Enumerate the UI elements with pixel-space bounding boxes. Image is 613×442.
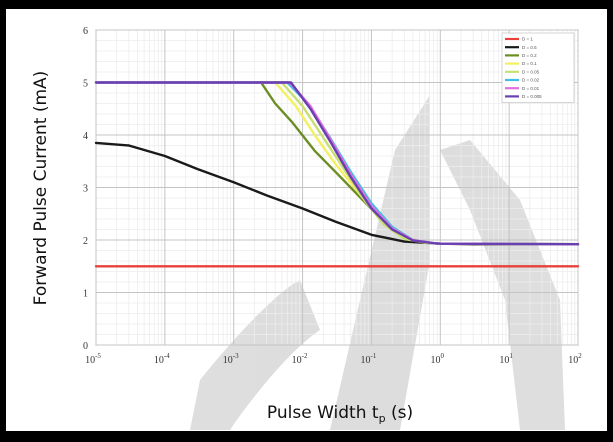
x-tick-label: 10-4: [154, 352, 170, 366]
legend-label: D = 0.02: [522, 78, 540, 83]
y-tick-label: 4: [83, 131, 88, 142]
y-tick-label: 2: [83, 236, 88, 247]
x-tick-label: 101: [499, 352, 513, 366]
series-line-8: [94, 81, 580, 246]
y-tick-label: 1: [83, 289, 88, 300]
x-tick-label: 10-2: [292, 352, 308, 366]
y-tick-label: 5: [83, 79, 88, 90]
legend-label: D = 0.1: [522, 61, 537, 66]
y-tick-label: 6: [83, 26, 88, 37]
legend-label: D = 0.5: [522, 45, 537, 50]
x-axis-title-sub: p: [379, 412, 386, 425]
series-layer: [94, 81, 580, 268]
legend-label: D = 0.005: [522, 94, 542, 99]
x-axis-title: Pulse Width tp (s): [267, 403, 413, 425]
axes: 10-5 10-4 10-3 10-2 10-1 100 101 102 0 1 2 3 4 5 6: [83, 26, 582, 366]
legend: D = 1 D = 0.5 D = 0.2 D = 0.1 D = 0.05 D = 0.…: [501, 32, 575, 103]
x-tick-label: 10-1: [361, 352, 377, 366]
legend-label: D = 0.05: [522, 69, 540, 74]
legend-label: D = 1: [522, 37, 533, 42]
y-tick-label: 3: [83, 184, 88, 195]
x-tick-label: 100: [431, 352, 445, 366]
x-tick-label: 102: [568, 352, 582, 366]
x-tick-label: 10-3: [223, 352, 239, 366]
y-tick-label: 0: [83, 341, 88, 352]
legend-label: D = 0.01: [522, 86, 540, 91]
x-tick-label: 10-5: [85, 352, 101, 366]
legend-label: D = 0.2: [522, 53, 537, 58]
y-axis-title: Forward Pulse Current (mA): [31, 71, 51, 306]
x-axis-title-unit: (s): [386, 403, 414, 423]
legend-box: [501, 32, 575, 103]
x-axis-title-main: Pulse Width t: [267, 403, 379, 423]
